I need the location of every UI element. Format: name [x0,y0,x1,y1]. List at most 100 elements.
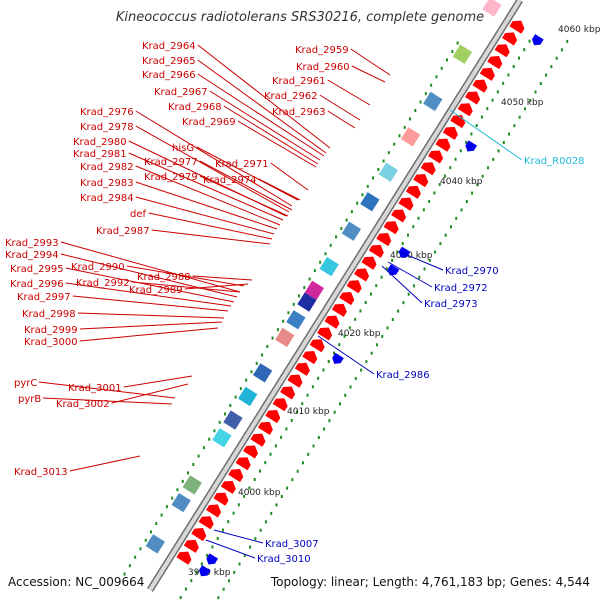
tick-dot [160,513,163,517]
tick-dot [237,503,240,507]
gene-leader-line [197,73,325,157]
gene-label-krad_2999: Krad_2999 [24,325,78,336]
tick-dot [333,410,336,414]
tick-dot [197,454,200,458]
homology-box [252,363,273,383]
tick-dot [403,125,406,129]
gene-label-krad_2988: Krad_2988 [137,272,191,283]
tick-dot [414,108,417,112]
tick-dot [372,176,375,180]
tick-dot [335,235,338,239]
tick-dot [150,530,153,534]
tick-dot [280,435,283,439]
reverse-gene-shape [387,264,400,276]
forward-gene-arrow-shape [398,197,414,211]
gene-leader-line [60,241,241,293]
gene-leader-line [65,267,235,303]
tick-dot [560,48,563,52]
gene-label-krad_2971: Krad_2971 [215,159,269,170]
tick-dot [134,555,137,559]
reverse-gene-shape [465,140,478,152]
gene-label-krad_2990: Krad_2990 [71,262,125,273]
tick-dot [329,243,332,247]
tick-dot [508,132,511,136]
forward-gene-arrow [176,551,192,565]
gene-label-krad_2993: Krad_2993 [5,238,59,249]
gene-label-krad_r0028: Krad_R0028 [524,156,585,167]
forward-gene-arrow [272,398,288,412]
forward-gene-arrow [206,504,222,518]
gene-label-krad_2966: Krad_2966 [142,70,196,81]
forward-gene-arrow-shape [376,233,392,247]
gene-label-krad_2992: Krad_2992 [76,278,130,289]
tick-dot [391,318,394,322]
forward-gene-arrow-shape [450,115,466,129]
tick-dot [292,302,295,306]
forward-gene-arrow-shape [294,362,310,376]
homology-box [238,386,258,407]
tick-dot [269,452,272,456]
homology-box-shape [182,475,202,495]
tick-dot [195,570,198,574]
genome-title: Kineococcus radiotolerans SRS30216, comp… [115,10,485,25]
tick-dot [253,478,256,482]
tick-dot [480,115,483,119]
tick-dot [412,225,415,229]
forward-gene-arrow-shape [324,315,340,329]
forward-gene-arrow [494,44,510,58]
reverse-gene-arrow [206,553,219,565]
backbone-group [147,0,523,592]
tick-dot [354,317,357,321]
tick-dot [290,419,293,423]
tick-dot [301,402,304,406]
homology-box-shape [145,534,165,554]
homology-box-shape [223,410,243,430]
tick-dot [239,387,242,391]
tick-label: 3990 kbp [188,568,231,578]
tick-dot [393,142,396,146]
homology-box [423,91,443,112]
tick-dot [338,343,341,347]
gene-leader-line [213,529,264,544]
gene-leader-line [79,321,223,330]
tick-dot [397,309,400,313]
tick-dot [434,250,437,254]
tick-dot [451,49,454,53]
tick-dot [507,73,510,77]
tick-dot [202,446,205,450]
tick-dot [396,250,399,254]
homology-box [223,410,243,430]
reverse-gene-arrow [332,352,344,364]
tick-dot [144,538,147,542]
homology-box-shape [275,327,295,348]
tick-dot [301,461,304,465]
tick-dot [385,267,388,271]
tick-dot [306,393,309,397]
gene-leader-line [77,312,225,319]
forward-gene-arrow [442,126,458,140]
forward-gene-arrow [398,197,414,211]
forward-gene-arrow [487,56,503,70]
tick-dot [502,141,505,145]
tick-dot [287,311,290,315]
forward-gene-arrow [465,91,481,105]
homology-box-shape [452,44,473,64]
forward-gene-arrow-shape [405,185,421,199]
accession-text: Accession: NC_009664 [8,575,145,589]
tick-dot [460,208,463,212]
tick-dot [528,39,531,43]
tick-dot [356,201,359,205]
forward-gene-arrow-shape [198,516,214,530]
gene-label-pyrb: pyrB [18,394,41,405]
forward-gene-arrow [509,20,525,34]
tick-dot [312,444,315,448]
forward-gene-arrow-shape [502,32,518,46]
forward-gene-arrow [479,67,495,81]
gene-label-krad_2959: Krad_2959 [295,45,349,56]
forward-gene-arrow-shape [228,469,244,483]
gene-leader-line [126,265,245,287]
tick-dot [227,520,230,524]
tick-dot [206,553,209,557]
forward-gene-arrow-shape [213,492,229,506]
tick-dot [386,326,389,330]
